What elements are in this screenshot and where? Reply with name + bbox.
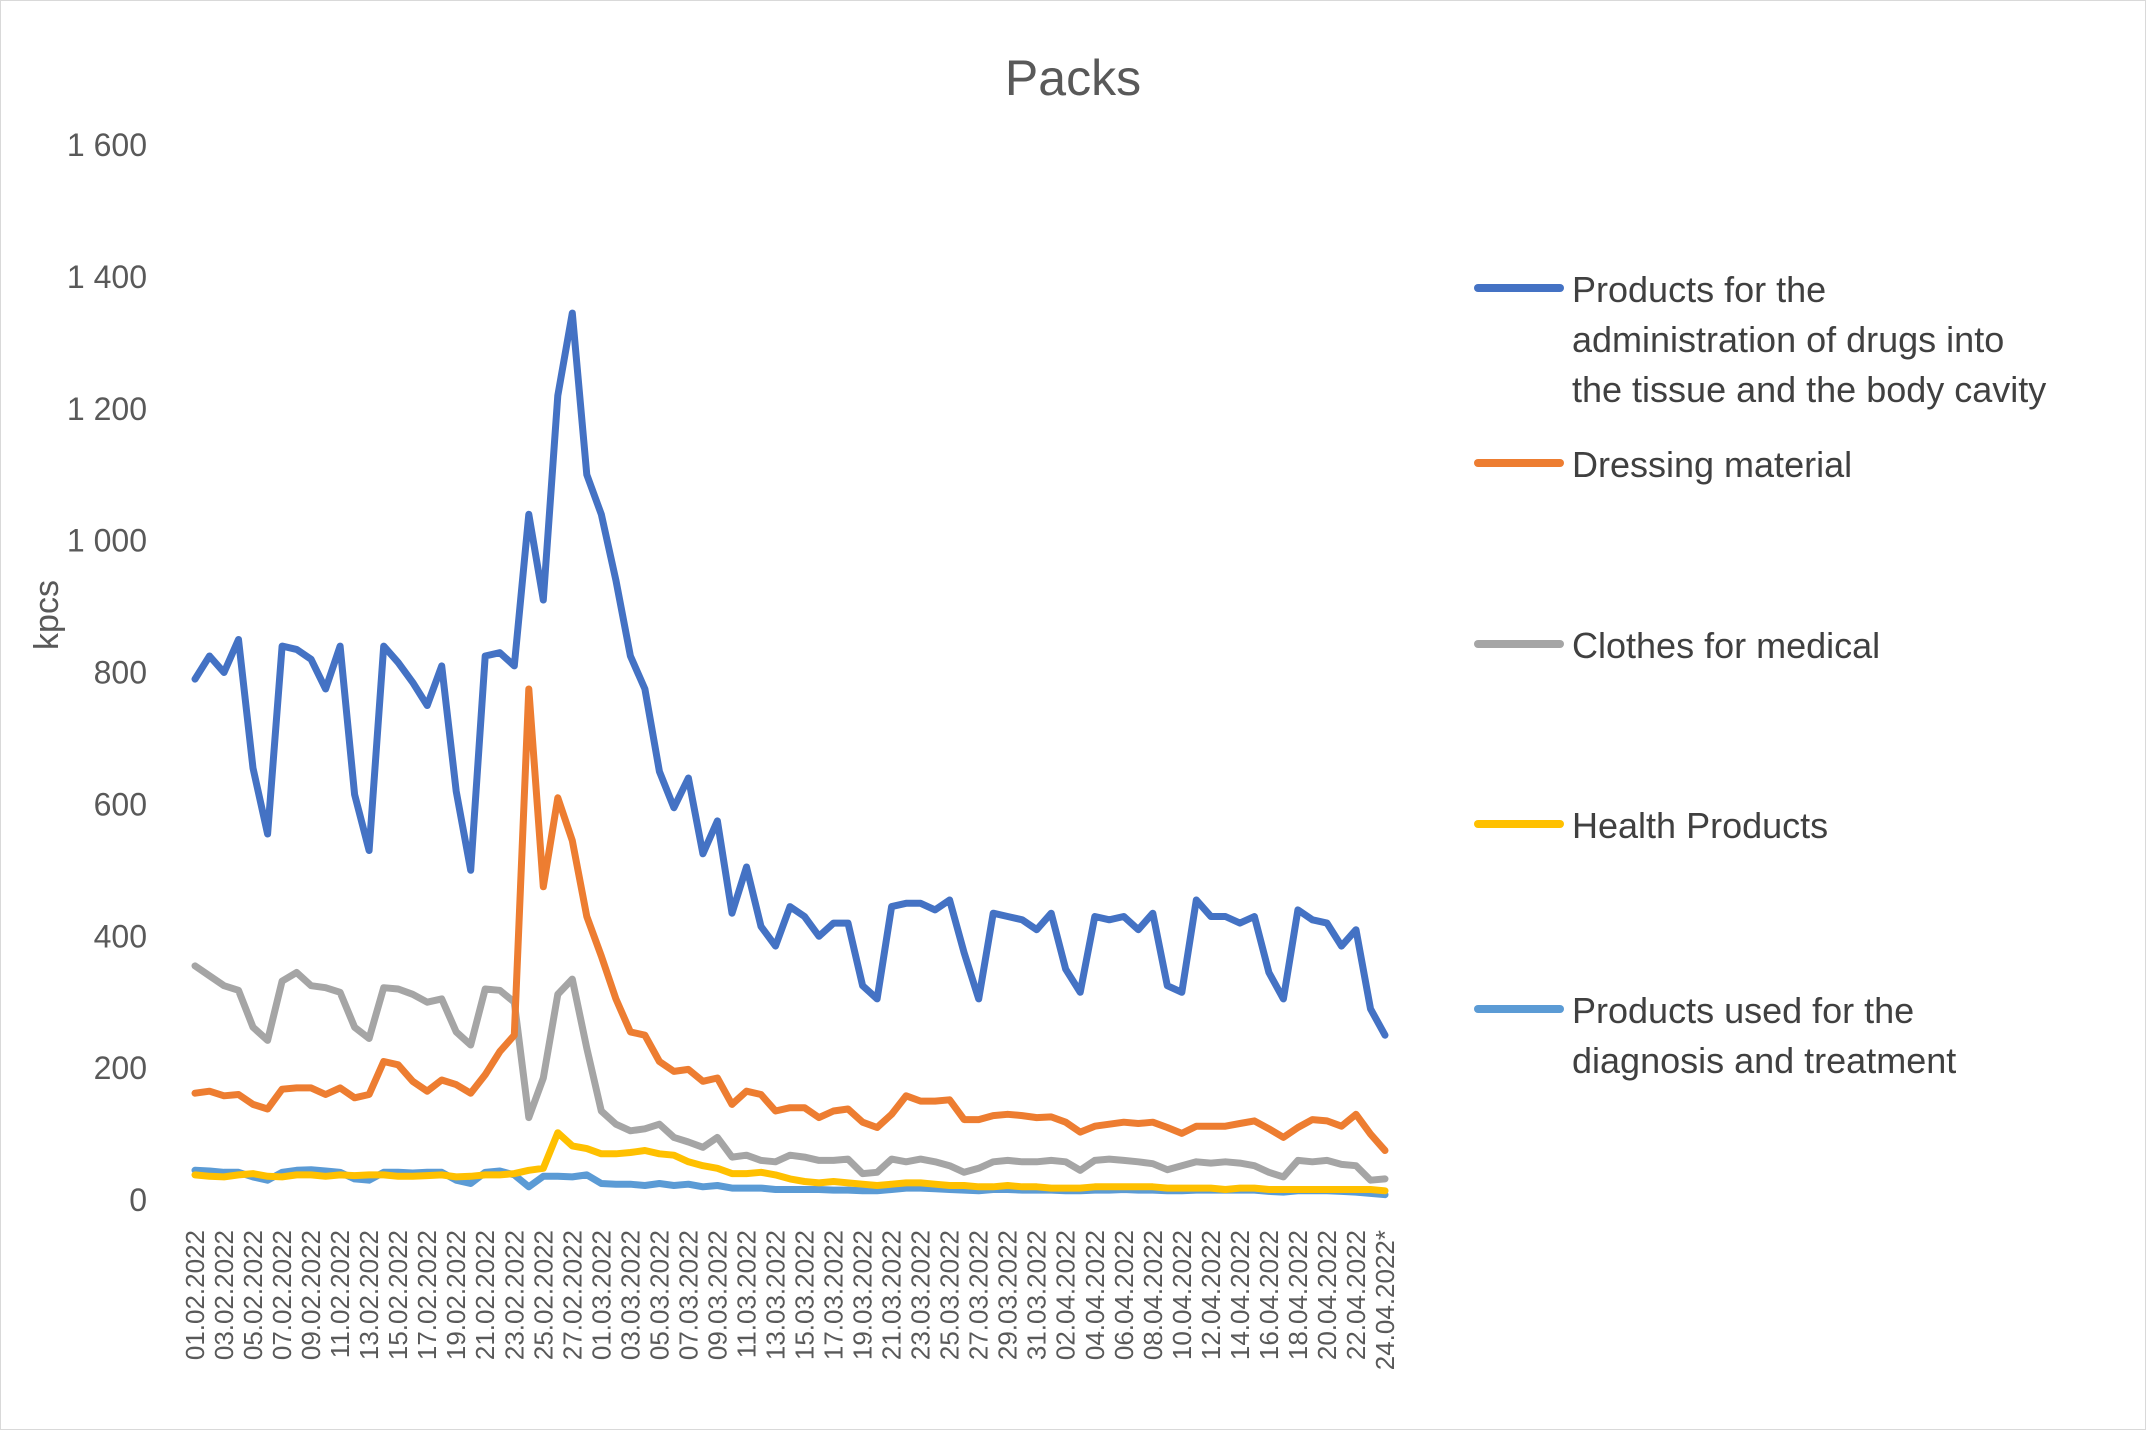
legend-label: administration of drugs into bbox=[1572, 319, 2004, 360]
legend-label: diagnosis and treatment bbox=[1572, 1040, 1956, 1081]
x-tick-label: 02.04.2022 bbox=[1051, 1230, 1081, 1360]
x-tick-label: 19.02.2022 bbox=[441, 1230, 471, 1360]
x-tick-label: 10.04.2022 bbox=[1167, 1230, 1197, 1360]
chart-title: Packs bbox=[1005, 50, 1141, 106]
x-tick-label: 27.02.2022 bbox=[557, 1230, 587, 1360]
y-axis-ticks: 0 200 400 600 800 1 000 1 200 1 400 1 600 bbox=[67, 127, 147, 1218]
x-tick-label: 09.02.2022 bbox=[296, 1230, 326, 1360]
x-tick-label: 22.04.2022 bbox=[1341, 1230, 1371, 1360]
y-tick-label: 600 bbox=[94, 786, 147, 822]
x-tick-label: 11.03.2022 bbox=[731, 1230, 761, 1358]
x-tick-label: 03.02.2022 bbox=[209, 1230, 239, 1360]
series-line-1 bbox=[191, 309, 1389, 1039]
x-tick-label: 09.03.2022 bbox=[702, 1230, 732, 1360]
legend: Products for the administration of drugs … bbox=[1474, 269, 2046, 1081]
y-tick-label: 1 000 bbox=[67, 523, 147, 559]
x-tick-label: 03.03.2022 bbox=[615, 1230, 645, 1360]
legend-label: the tissue and the body cavity bbox=[1572, 369, 2046, 410]
series-line-4 bbox=[191, 1129, 1389, 1195]
x-tick-label: 16.04.2022 bbox=[1254, 1230, 1284, 1360]
x-tick-label: 05.03.2022 bbox=[644, 1230, 674, 1360]
x-axis-ticks: 01.02.2022 03.02.2022 05.02.2022 07.02.2022… bbox=[180, 1230, 1400, 1370]
y-tick-label: 400 bbox=[94, 918, 147, 954]
y-tick-label: 1 600 bbox=[67, 127, 147, 163]
y-tick-label: 1 400 bbox=[67, 259, 147, 295]
x-tick-label: 21.02.2022 bbox=[470, 1230, 500, 1360]
x-tick-label: 23.02.2022 bbox=[499, 1230, 529, 1360]
y-tick-label: 1 200 bbox=[67, 391, 147, 427]
legend-label: Health Products bbox=[1572, 805, 1828, 846]
x-tick-label: 12.04.2022 bbox=[1196, 1230, 1226, 1360]
y-axis-label: kpcs bbox=[28, 580, 66, 650]
x-tick-label: 14.04.2022 bbox=[1225, 1230, 1255, 1360]
x-tick-label: 04.04.2022 bbox=[1080, 1230, 1110, 1360]
x-tick-label: 15.03.2022 bbox=[790, 1230, 820, 1360]
x-tick-label: 13.03.2022 bbox=[760, 1230, 790, 1360]
x-tick-label: 17.03.2022 bbox=[819, 1230, 849, 1360]
x-tick-label: 27.03.2022 bbox=[964, 1230, 994, 1360]
x-tick-label: 19.03.2022 bbox=[848, 1230, 878, 1360]
x-tick-label: 23.03.2022 bbox=[906, 1230, 936, 1360]
x-tick-label: 21.03.2022 bbox=[877, 1230, 907, 1360]
y-tick-label: 800 bbox=[94, 655, 147, 691]
series-lines bbox=[191, 309, 1389, 1199]
x-tick-label: 18.04.2022 bbox=[1283, 1230, 1313, 1360]
x-tick-label: 13.02.2022 bbox=[354, 1230, 384, 1360]
x-tick-label: 07.02.2022 bbox=[267, 1230, 297, 1360]
x-tick-label: 25.02.2022 bbox=[528, 1230, 558, 1360]
legend-label: Dressing material bbox=[1572, 444, 1852, 485]
y-tick-label: 0 bbox=[129, 1182, 147, 1218]
x-tick-label: 01.03.2022 bbox=[586, 1230, 616, 1360]
x-tick-label: 29.03.2022 bbox=[993, 1230, 1023, 1360]
x-tick-label: 24.04.2022* bbox=[1370, 1230, 1400, 1370]
x-tick-label: 07.03.2022 bbox=[673, 1230, 703, 1360]
x-tick-label: 11.02.2022 bbox=[325, 1230, 355, 1358]
x-tick-label: 01.02.2022 bbox=[180, 1230, 210, 1360]
x-tick-label: 31.03.2022 bbox=[1022, 1230, 1052, 1360]
x-tick-label: 06.04.2022 bbox=[1109, 1230, 1139, 1360]
series-line-2 bbox=[191, 685, 1389, 1154]
y-tick-label: 200 bbox=[94, 1050, 147, 1086]
x-tick-label: 15.02.2022 bbox=[383, 1230, 413, 1360]
x-tick-label: 05.02.2022 bbox=[238, 1230, 268, 1360]
series-line-3 bbox=[191, 962, 1389, 1184]
x-tick-label: 17.02.2022 bbox=[412, 1230, 442, 1360]
x-tick-label: 20.04.2022 bbox=[1312, 1230, 1342, 1360]
legend-label: Products for the bbox=[1572, 269, 1826, 310]
legend-label: Clothes for medical bbox=[1572, 625, 1880, 666]
x-tick-label: 08.04.2022 bbox=[1138, 1230, 1168, 1360]
legend-label: Products used for the bbox=[1572, 990, 1914, 1031]
x-tick-label: 25.03.2022 bbox=[935, 1230, 965, 1360]
